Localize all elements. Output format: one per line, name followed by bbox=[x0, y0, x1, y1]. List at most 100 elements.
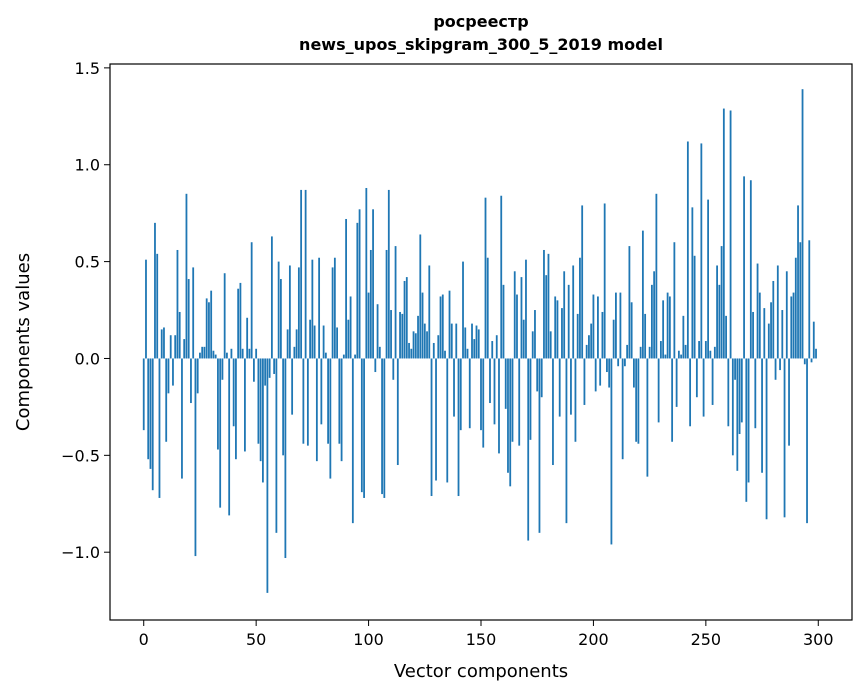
bar-component-78 bbox=[318, 257, 321, 359]
bar-component-256 bbox=[718, 284, 721, 359]
bar-component-55 bbox=[266, 358, 269, 593]
bar-component-86 bbox=[336, 327, 338, 359]
bar-component-209 bbox=[612, 319, 615, 359]
bar-component-146 bbox=[471, 323, 473, 359]
bar-component-234 bbox=[668, 296, 671, 359]
y-tick-label: 1.0 bbox=[75, 156, 100, 175]
bar-component-8 bbox=[160, 329, 163, 359]
bar-component-114 bbox=[399, 311, 401, 359]
bar-component-131 bbox=[437, 335, 440, 359]
bar-component-280 bbox=[772, 280, 775, 359]
bar-component-283 bbox=[779, 358, 781, 371]
bar-component-98 bbox=[363, 358, 365, 498]
bar-component-198 bbox=[588, 335, 590, 359]
bar-component-229 bbox=[657, 358, 660, 423]
bar-component-124 bbox=[421, 292, 424, 359]
bar-component-26 bbox=[201, 346, 204, 359]
bar-component-102 bbox=[372, 209, 374, 359]
bar-component-94 bbox=[354, 354, 356, 359]
chart-title: росреестр bbox=[433, 12, 529, 31]
x-tick-label: 200 bbox=[578, 630, 609, 649]
bar-component-133 bbox=[441, 294, 444, 359]
bar-component-57 bbox=[270, 236, 273, 359]
bar-component-245 bbox=[693, 255, 696, 359]
bar-component-262 bbox=[731, 358, 734, 456]
bar-component-216 bbox=[628, 246, 631, 359]
x-tick-label: 100 bbox=[353, 630, 384, 649]
y-axis-label: Components values bbox=[13, 253, 34, 431]
bar-component-64 bbox=[286, 329, 289, 359]
bar-component-160 bbox=[502, 284, 505, 359]
bar-component-83 bbox=[329, 358, 332, 479]
bar-component-218 bbox=[633, 358, 635, 388]
bar-component-235 bbox=[671, 358, 674, 442]
bar-component-174 bbox=[534, 310, 536, 359]
bar-component-243 bbox=[689, 358, 692, 427]
bar-component-274 bbox=[758, 292, 761, 359]
bar-component-242 bbox=[686, 141, 689, 359]
bar-component-168 bbox=[520, 277, 523, 359]
bar-component-194 bbox=[579, 257, 581, 359]
bar-component-135 bbox=[446, 358, 449, 483]
bar-component-201 bbox=[594, 358, 597, 392]
bar-component-122 bbox=[417, 315, 419, 359]
bar-component-152 bbox=[484, 197, 487, 359]
bar-component-291 bbox=[797, 205, 799, 359]
bar-component-45 bbox=[244, 358, 246, 452]
bar-component-253 bbox=[711, 358, 714, 405]
bar-component-6 bbox=[156, 253, 159, 359]
bar-component-107 bbox=[383, 358, 386, 498]
bar-component-95 bbox=[356, 222, 359, 359]
bar-component-219 bbox=[635, 358, 638, 442]
bar-component-2 bbox=[147, 358, 150, 460]
bar-component-206 bbox=[606, 358, 608, 373]
bar-component-38 bbox=[228, 358, 231, 516]
bar-component-52 bbox=[259, 358, 262, 462]
bar-component-272 bbox=[754, 358, 757, 429]
bar-component-66 bbox=[291, 358, 294, 415]
bar-component-104 bbox=[376, 304, 379, 359]
bar-component-197 bbox=[585, 344, 588, 359]
bar-component-298 bbox=[812, 321, 815, 359]
y-tick-label: −1.0 bbox=[61, 543, 100, 562]
bar-component-88 bbox=[340, 358, 343, 462]
chart-subtitle: news_upos_skipgram_300_5_2019 model bbox=[299, 35, 663, 54]
bar-component-228 bbox=[655, 193, 658, 359]
bar-component-91 bbox=[347, 319, 350, 359]
bar-component-167 bbox=[518, 358, 521, 446]
bar-component-252 bbox=[709, 350, 712, 359]
bar-component-191 bbox=[572, 265, 575, 359]
bar-component-116 bbox=[403, 280, 406, 359]
bar-component-150 bbox=[480, 358, 482, 431]
bar-component-121 bbox=[414, 333, 417, 359]
bar-component-170 bbox=[525, 259, 527, 359]
bar-component-40 bbox=[232, 358, 235, 427]
bar-component-250 bbox=[704, 341, 707, 359]
bar-component-231 bbox=[662, 300, 665, 359]
bar-component-190 bbox=[570, 358, 572, 415]
bar-component-54 bbox=[264, 358, 267, 386]
bar-component-171 bbox=[527, 358, 530, 541]
bar-component-164 bbox=[511, 358, 514, 442]
bar-component-103 bbox=[374, 358, 377, 373]
bar-component-74 bbox=[309, 319, 312, 359]
bar-component-188 bbox=[565, 358, 568, 524]
bar-component-23 bbox=[194, 358, 197, 557]
bar-component-53 bbox=[262, 358, 264, 483]
bar-component-13 bbox=[172, 358, 174, 386]
bar-component-246 bbox=[695, 358, 698, 398]
bar-component-299 bbox=[815, 348, 817, 359]
bar-component-12 bbox=[169, 335, 172, 359]
bar-component-200 bbox=[592, 294, 595, 359]
bar-component-59 bbox=[275, 358, 278, 533]
bar-component-276 bbox=[763, 308, 766, 359]
bar-component-60 bbox=[277, 261, 280, 359]
bar-component-37 bbox=[226, 352, 228, 359]
bar-component-293 bbox=[801, 89, 804, 359]
bar-component-181 bbox=[549, 331, 552, 359]
bar-component-294 bbox=[803, 358, 806, 365]
bar-component-248 bbox=[700, 143, 703, 359]
bar-component-89 bbox=[342, 354, 345, 359]
bar-component-90 bbox=[345, 218, 347, 359]
